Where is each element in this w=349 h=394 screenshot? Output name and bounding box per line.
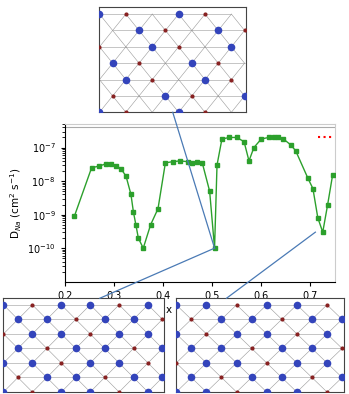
X-axis label: x in Na$_x$CoO$_2$: x in Na$_x$CoO$_2$: [165, 303, 234, 317]
Y-axis label: D$_{Na}$ (cm$^2$ s$^{-1}$): D$_{Na}$ (cm$^2$ s$^{-1}$): [9, 167, 24, 239]
